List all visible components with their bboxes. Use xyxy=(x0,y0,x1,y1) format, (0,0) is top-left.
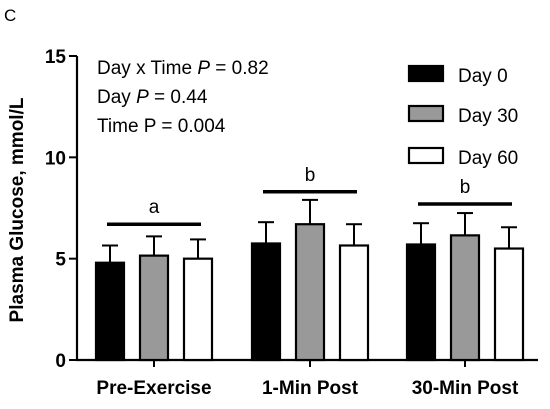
stat-line: Time P = 0.004 xyxy=(97,116,226,137)
stat-prefix: Day xyxy=(97,87,136,108)
bar-day-30 xyxy=(138,254,170,362)
legend-label: Day 0 xyxy=(458,66,508,87)
stat-line: Day x Time P = 0.82 xyxy=(97,58,269,79)
bar-day-60 xyxy=(182,257,214,362)
x-tick-label: Pre-Exercise xyxy=(96,378,211,399)
stat-prefix: Day x Time xyxy=(97,58,197,79)
bar-day-0 xyxy=(405,243,437,362)
y-tick-label: 10 xyxy=(45,148,66,169)
bar-day-60 xyxy=(338,244,370,362)
significance-annotations: a b b xyxy=(107,165,512,226)
y-tick-label: 5 xyxy=(55,250,66,271)
legend-label: Day 60 xyxy=(458,148,518,169)
stat-suffix: = 0.44 xyxy=(149,87,208,108)
x-tick-label: 1-Min Post xyxy=(262,378,359,399)
significance-letter: b xyxy=(460,177,471,198)
legend-swatch xyxy=(407,64,445,83)
y-tick-label: 15 xyxy=(45,47,67,68)
bars xyxy=(94,198,525,362)
y-tick-label: 0 xyxy=(55,351,66,372)
legend-swatch xyxy=(407,104,445,123)
legend-swatch xyxy=(407,146,445,165)
stat-p-symbol: P xyxy=(197,58,210,79)
stat-p-symbol: P xyxy=(136,87,149,108)
significance-letter: b xyxy=(305,165,316,186)
legend-label: Day 30 xyxy=(458,106,518,127)
stat-line: Day P = 0.44 xyxy=(97,87,208,108)
bar-day-0 xyxy=(94,261,126,362)
legend: Day 0 Day 30 Day 60 xyxy=(407,64,518,169)
bar-day-30 xyxy=(294,223,326,362)
bar-day-30 xyxy=(449,234,481,362)
x-tick-label: 30-Min Post xyxy=(412,378,519,399)
significance-letter: a xyxy=(149,197,160,218)
bar-day-0 xyxy=(250,242,282,362)
panel-label: C xyxy=(4,6,16,25)
bar-day-60 xyxy=(493,247,525,362)
stat-suffix: = 0.82 xyxy=(210,58,269,79)
stat-prefix: Time P = 0.004 xyxy=(97,116,226,137)
y-axis-label: Plasma Glucose, mmol/L xyxy=(7,97,28,322)
